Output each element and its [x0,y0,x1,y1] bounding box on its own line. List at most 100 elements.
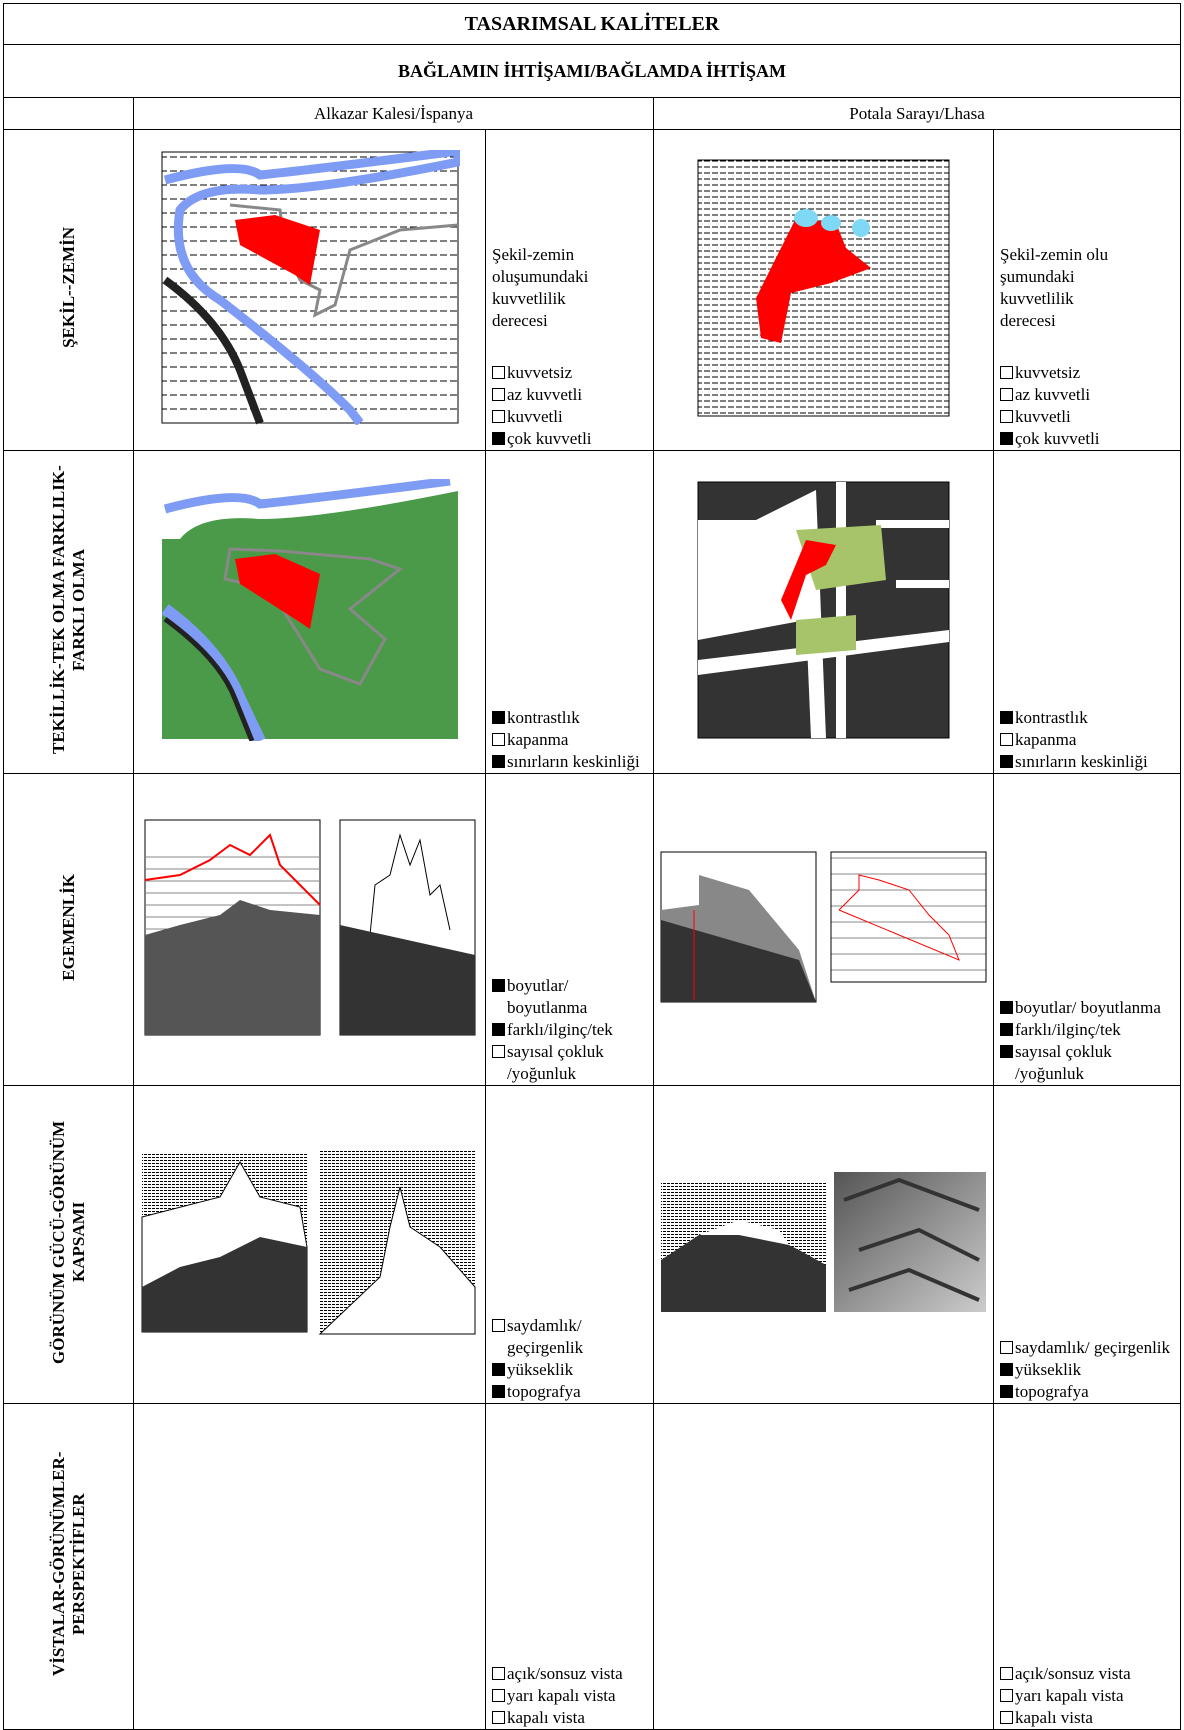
checkbox [1000,1363,1013,1376]
checkbox [1000,410,1013,423]
option-text: açık/sonsuz vista [1015,1664,1131,1683]
checkbox [492,1319,505,1332]
option-text: sayısal çokluk /yoğunluk [1015,1042,1112,1083]
option-cell: açık/sonsuz vista yarı kapalı vista kapalı… [485,1403,654,1730]
column-header: Alkazar Kalesi/İspanya [133,97,654,130]
title: TASARIMSAL KALİTELER [3,3,1181,45]
option-cell: saydamlık/ geçirgenlik yükseklik topografy… [485,1085,654,1404]
checkbox [492,733,505,746]
option: az kuvvetli [492,384,649,406]
option-text: kapalı vista [507,1708,585,1727]
option: sayısal çokluk /yoğunluk [492,1041,649,1085]
checkbox [1000,711,1013,724]
option-text: açık/sonsuz vista [507,1664,623,1683]
option: kuvvetsiz [492,362,649,384]
option: topografya [1000,1381,1176,1403]
option: açık/sonsuz vista [492,1663,649,1685]
image-cell [653,129,994,451]
option: kontrastlık [1000,707,1176,729]
option-text: kuvvetsiz [1015,363,1081,382]
checkbox [492,1711,505,1724]
option-text: az kuvvetli [1015,385,1091,404]
option: kapanma [492,729,649,751]
option-text: kapanma [507,730,569,749]
option-text: kapalı vista [1015,1708,1093,1727]
option: saydamlık/ geçirgenlik [1000,1337,1176,1359]
checkbox [1000,1023,1013,1036]
caption: Şekil-zemin oluşumundaki kuvvetlilik der… [492,245,589,330]
row-label-cell: ŞEKİL--ZEMİN [3,129,134,451]
option: yükseklik [492,1359,649,1381]
option: kapalı vista [1000,1707,1176,1729]
option: az kuvvetli [1000,384,1176,406]
option: kapanma [1000,729,1176,751]
row-label: GÖRÜNÜM GÜCÜ-GÖRÜNÜM KAPSAMI [48,1120,88,1364]
image-cell [133,129,486,451]
option: açık/sonsuz vista [1000,1663,1176,1685]
option: çok kuvvetli [492,428,649,450]
row-label: TEKİLLİK-TEK OLMA FARKLILIK-FARKLI OLMA [48,465,88,754]
row-label: ŞEKİL--ZEMİN [58,227,78,348]
option-text: saydamlık/ geçirgenlik [507,1316,584,1357]
checkbox [1000,1385,1013,1398]
checkbox [1000,1001,1013,1014]
column-header: Potala Sarayı/Lhasa [653,97,1181,130]
option-text: farklı/ilginç/tek [1015,1020,1121,1039]
checkbox [1000,432,1013,445]
option-cell: açık/sonsuz vista yarı kapalı vista kapalı… [993,1403,1181,1730]
option: farklı/ilginç/tek [1000,1019,1176,1041]
checkbox [492,1667,505,1680]
option-text: sayısal çokluk /yoğunluk [507,1042,604,1083]
option-text: çok kuvvetli [507,429,592,448]
option: kuvvetli [492,406,649,428]
checkbox [492,1385,505,1398]
row-label-cell: GÖRÜNÜM GÜCÜ-GÖRÜNÜM KAPSAMI [3,1085,134,1404]
checkbox [1000,1689,1013,1702]
blank [3,97,134,130]
option-text: çok kuvvetli [1015,429,1100,448]
option: yarı kapalı vista [492,1685,649,1707]
option-text: boyutlar/ boyutlanma [507,976,588,1017]
image-cell [133,1403,486,1730]
option: boyutlar/ boyutlanma [492,975,649,1019]
option: boyutlar/ boyutlanma [1000,997,1176,1019]
option-text: boyutlar/ boyutlanma [1015,998,1161,1017]
checkbox [492,755,505,768]
option: topografya [492,1381,649,1403]
dominance-sketch [144,819,475,1035]
quality-table: TASARIMSAL KALİTELER BAĞLAMIN İHTİŞAMI/B… [3,3,1181,1730]
checkbox [1000,755,1013,768]
option: yükseklik [1000,1359,1176,1381]
checkbox [492,979,505,992]
figure-ground-map [697,159,950,416]
checkbox [1000,1045,1013,1058]
option-cell: Şekil-zemin olu şumundaki kuvvetlilik de… [993,129,1181,451]
contrast-map [160,476,458,744]
option-text: kapanma [1015,730,1077,749]
option: sayısal çokluk /yoğunluk [1000,1041,1176,1085]
option-text: kontrastlık [1015,708,1088,727]
image-cell [653,773,994,1086]
checkbox [492,366,505,379]
image-cell [653,1403,994,1730]
option-text: kontrastlık [507,708,580,727]
option-cell: kontrastlık kapanma sınırların keskinliği [485,450,654,774]
row-label-cell: VİSTALAR-GÖRÜNÜMLER-PERSPEKTİFLER [3,1403,134,1730]
checkbox [1000,1711,1013,1724]
option-text: topografya [1015,1382,1089,1401]
checkbox [492,1045,505,1058]
option-text: yükseklik [1015,1360,1082,1379]
image-cell [653,1085,994,1404]
image-cell [653,450,994,774]
image-cell [133,773,486,1086]
option: sınırların keskinliği [492,751,649,773]
option: kuvvetli [1000,406,1176,428]
checkbox [492,1689,505,1702]
option: kontrastlık [492,707,649,729]
image-cell [133,450,486,774]
checkbox [492,1363,505,1376]
option-cell: boyutlar/ boyutlanma farklı/ilginç/tek say… [993,773,1181,1086]
option-text: yarı kapalı vista [507,1686,616,1705]
option: saydamlık/ geçirgenlik [492,1315,649,1359]
